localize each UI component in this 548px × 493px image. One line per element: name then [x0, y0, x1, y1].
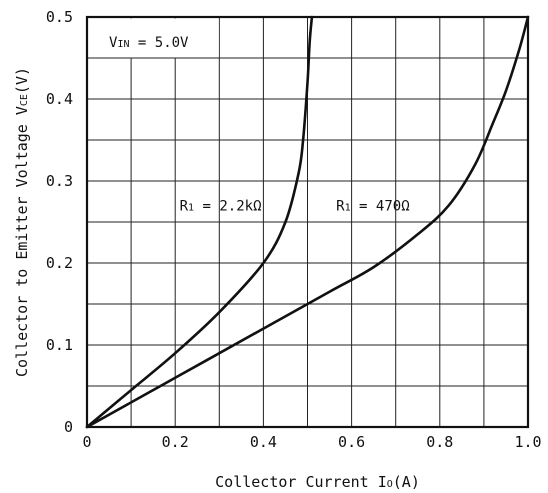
x-tick-label: 0.4 [250, 433, 277, 451]
y-axis-title: Collector to Emitter Voltage VCE(V) [13, 67, 31, 377]
condition-label: VIN = 5.0V [109, 35, 189, 51]
tick-labels: 0 0.2 0.4 0.6 0.8 1.0 0 0.1 0.2 0.3 0.4 0.5 [46, 8, 542, 451]
y-tick-label: 0.1 [46, 336, 73, 354]
series-line-1 [85, 15, 530, 429]
curves [85, 15, 530, 429]
x-tick-label: 0 [82, 433, 91, 451]
plot-frame [85, 15, 530, 429]
x-tick-label: 1.0 [514, 433, 541, 451]
y-tick-label: 0.5 [46, 8, 73, 26]
series-line-0 [85, 15, 314, 429]
y-tick-label: 0 [64, 418, 73, 436]
y-tick-label: 0.4 [46, 90, 73, 108]
condition-box: VIN = 5.0V [88, 18, 219, 58]
y-tick-label: 0.3 [46, 172, 73, 190]
x-tick-label: 0.6 [338, 433, 365, 451]
y-tick-label: 0.2 [46, 254, 73, 272]
x-tick-label: 0.2 [162, 433, 189, 451]
series-label-2-2k: R1 = 2.2kΩ [180, 199, 262, 215]
series-label-470: R1 = 470Ω [336, 199, 409, 215]
x-axis-title: Collector Current IO(A) [215, 473, 420, 491]
x-tick-label: 0.8 [426, 433, 453, 451]
